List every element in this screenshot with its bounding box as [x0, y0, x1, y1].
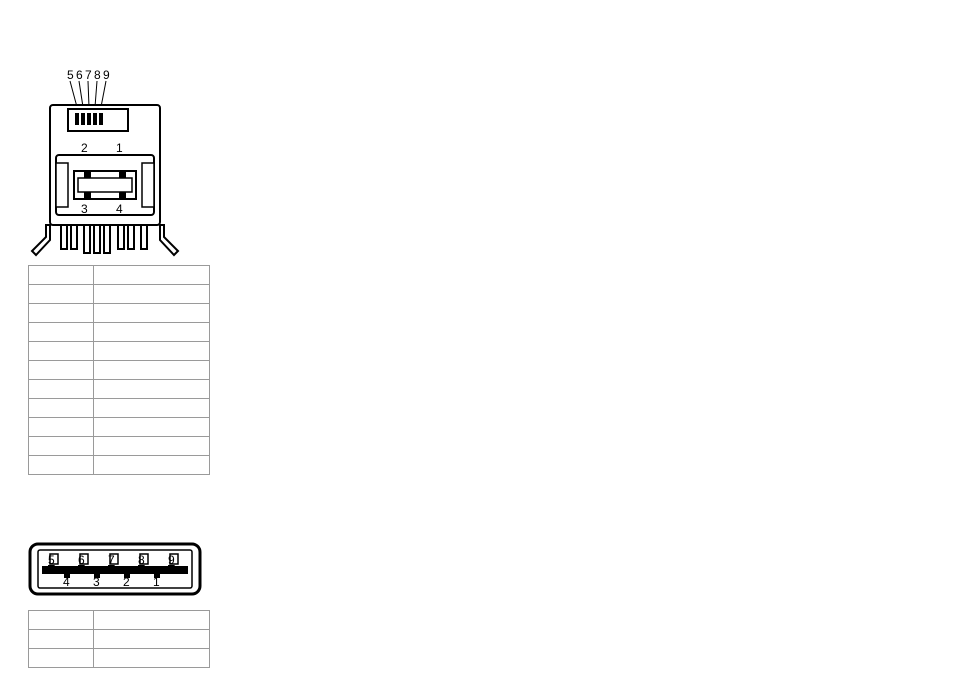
table-row [29, 380, 210, 399]
cell-pin [29, 342, 94, 361]
pin-label-3: 3 [81, 202, 88, 216]
pin-a-label-3: 3 [93, 575, 100, 589]
usb-b-pin-table [28, 265, 210, 475]
pin-label-5: 5 [67, 68, 74, 82]
cell-name [93, 361, 209, 380]
cell-pin [29, 649, 94, 668]
cell-name [93, 266, 209, 285]
cell-pin [29, 611, 94, 630]
table-row [29, 418, 210, 437]
cell-pin [29, 456, 94, 475]
cell-pin [29, 285, 94, 304]
cell-pin [29, 380, 94, 399]
cell-name [93, 342, 209, 361]
pin-label-7: 7 [85, 68, 92, 82]
page: 5 6 7 8 9 [0, 0, 954, 675]
pin-label-4: 4 [116, 202, 123, 216]
usb-b-connector-svg: 5 6 7 8 9 [28, 65, 198, 265]
table-row [29, 342, 210, 361]
pin-a-label-6: 6 [78, 553, 85, 567]
pin-label-8: 8 [94, 68, 101, 82]
usb-a-connector-svg: 5 6 7 8 9 4 3 2 1 [28, 540, 208, 600]
cell-name [93, 418, 209, 437]
table-row [29, 266, 210, 285]
cell-name [93, 649, 209, 668]
usb-b-pin-table-body [29, 266, 210, 475]
usb-b-pin-3 [84, 192, 91, 198]
pin-label-6: 6 [76, 68, 83, 82]
table-row [29, 649, 210, 668]
table-row [29, 361, 210, 380]
table-row [29, 456, 210, 475]
cell-name [93, 323, 209, 342]
cell-pin [29, 266, 94, 285]
cell-name [93, 304, 209, 323]
usb-b-pin-4 [119, 192, 126, 198]
cell-name [93, 437, 209, 456]
usb-b-pin-1 [119, 172, 126, 178]
cell-name [93, 285, 209, 304]
pin-a-label-4: 4 [63, 575, 70, 589]
usb-a-tongue [42, 566, 188, 574]
usb-a-connector-diagram: 5 6 7 8 9 4 3 2 1 [28, 540, 208, 600]
cell-pin [29, 437, 94, 456]
table-row [29, 323, 210, 342]
table-row [29, 630, 210, 649]
table-row [29, 611, 210, 630]
cell-name [93, 399, 209, 418]
cell-name [93, 456, 209, 475]
pin-a-label-7: 7 [108, 553, 115, 567]
usb-b-connector-diagram: 5 6 7 8 9 [28, 65, 198, 265]
cell-pin [29, 630, 94, 649]
cell-name [93, 611, 209, 630]
cell-pin [29, 399, 94, 418]
cell-pin [29, 304, 94, 323]
usb-b-top-pin-labels: 5 6 7 8 9 [67, 68, 110, 107]
table-row [29, 304, 210, 323]
table-row [29, 285, 210, 304]
table-row [29, 399, 210, 418]
pin-a-label-1: 1 [153, 575, 160, 589]
pin-label-1: 1 [116, 141, 123, 155]
pin-label-9: 9 [103, 68, 110, 82]
usb-a-pin-table-body [29, 611, 210, 668]
pin-a-label-8: 8 [138, 553, 145, 567]
cell-name [93, 380, 209, 399]
cell-name [93, 630, 209, 649]
usb-b-pin-2 [84, 172, 91, 178]
table-row [29, 437, 210, 456]
cell-pin [29, 361, 94, 380]
cell-pin [29, 418, 94, 437]
usb-b-legs [32, 225, 178, 255]
usb-a-pin-table [28, 610, 210, 668]
pin-label-2: 2 [81, 141, 88, 155]
cell-pin [29, 323, 94, 342]
pin-a-label-9: 9 [168, 553, 175, 567]
pin-a-label-5: 5 [48, 553, 55, 567]
pin-a-label-2: 2 [123, 575, 130, 589]
